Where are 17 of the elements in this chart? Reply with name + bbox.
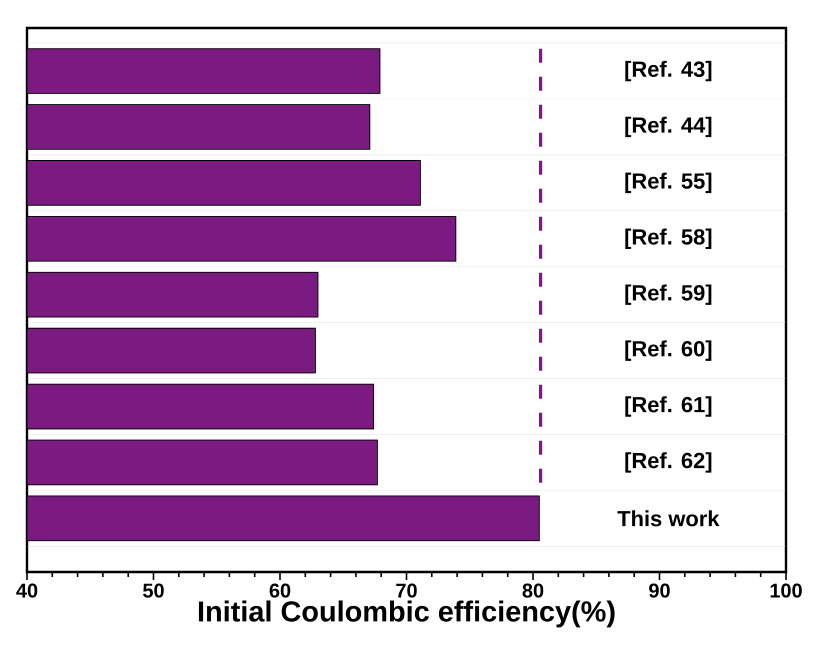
- y-tick-label: [Ref. 60]: [625, 340, 712, 361]
- y-tick-label: [Ref. 44]: [625, 116, 712, 138]
- x-tick-label: 50: [143, 584, 164, 598]
- y-tick-label: [Ref. 55]: [625, 172, 712, 194]
- y-tick-label: [Ref. 59]: [625, 284, 712, 305]
- y-tick-label: This work: [617, 510, 720, 526]
- x-tick-label: 100: [770, 584, 802, 598]
- x-tick-label: 90: [649, 584, 670, 598]
- x-tick-label: 70: [396, 584, 417, 598]
- y-tick-label: [Ref. 58]: [625, 228, 712, 249]
- x-axis-title: Initial Coulombic efficiency(%): [198, 600, 615, 628]
- x-tick-label: 60: [270, 584, 290, 598]
- y-tick-label: [Ref. 61]: [625, 396, 712, 417]
- y-tick-label: [Ref. 62]: [625, 452, 712, 473]
- x-tick-label: 40: [16, 584, 38, 598]
- x-tick-label: 80: [522, 584, 544, 598]
- y-tick-label: [Ref. 43]: [625, 60, 712, 82]
